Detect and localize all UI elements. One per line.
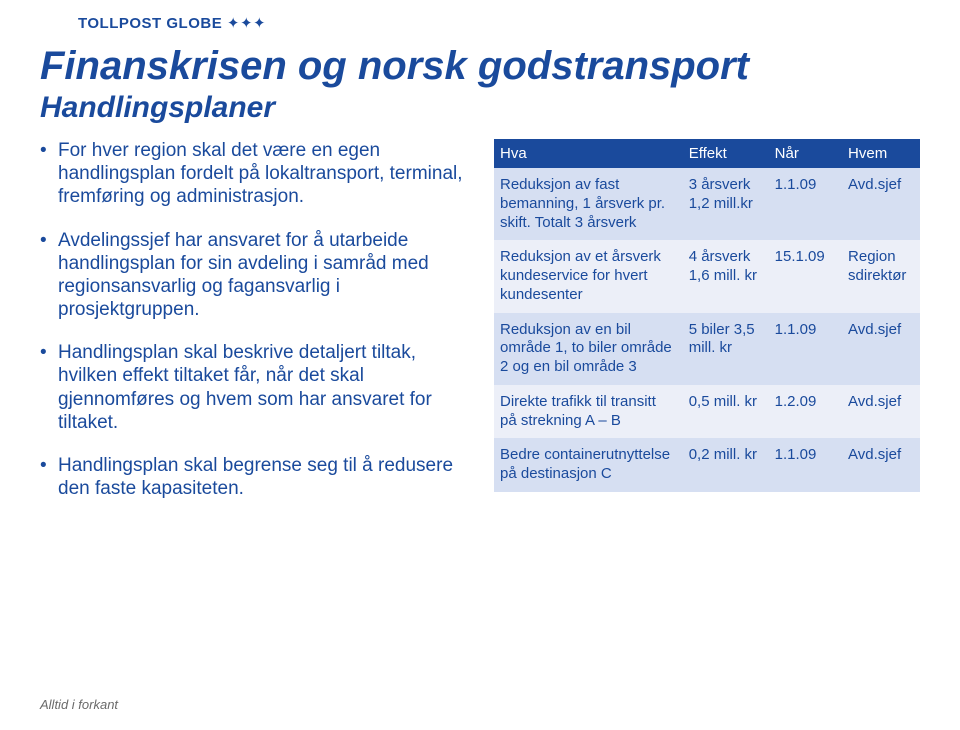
cell-effekt: 4 årsverk 1,6 mill. kr (683, 240, 769, 312)
cell-hva: Reduksjon av en bil område 1, to biler o… (494, 313, 683, 385)
bullet-text: Handlingsplan skal beskrive detaljert ti… (58, 342, 432, 433)
brand-logo-text: TOLLPOST GLOBE (78, 15, 222, 32)
col-effekt: Effekt (683, 139, 769, 168)
table-row: Reduksjon av en bil område 1, to biler o… (494, 313, 920, 385)
slide-container: TOLLPOST GLOBE ✦✦✦ Finanskrisen og norsk… (0, 0, 960, 730)
table-header-row: Hva Effekt Når Hvem (494, 139, 920, 168)
bullet-text: Handlingsplan skal begrense seg til å re… (58, 455, 453, 499)
cell-naar: 15.1.09 (769, 240, 842, 312)
col-naar: Når (769, 139, 842, 168)
left-column: For hver region skal det være en egen ha… (40, 139, 470, 520)
cell-hva: Reduksjon av fast bemanning, 1 årsverk p… (494, 168, 683, 240)
cell-hvem: Avd.sjef (842, 313, 920, 385)
cell-effekt: 0,2 mill. kr (683, 438, 769, 492)
right-column: Hva Effekt Når Hvem Reduksjon av fast be… (494, 139, 920, 520)
cell-naar: 1.2.09 (769, 385, 842, 439)
cell-hva: Reduksjon av et årsverk kundeservice for… (494, 240, 683, 312)
table-row: Bedre containerutnyttelse på destinasjon… (494, 438, 920, 492)
cell-naar: 1.1.09 (769, 168, 842, 240)
page-title: Finanskrisen og norsk godstransport (40, 44, 920, 89)
cell-hvem: Avd.sjef (842, 168, 920, 240)
col-hvem: Hvem (842, 139, 920, 168)
bullet-text: For hver region skal det være en egen ha… (58, 140, 463, 207)
cell-hva: Direkte trafikk til transitt på streknin… (494, 385, 683, 439)
bullet-item: Handlingsplan skal begrense seg til å re… (40, 454, 470, 500)
bullet-item: For hver region skal det være en egen ha… (40, 139, 470, 209)
cell-naar: 1.1.09 (769, 438, 842, 492)
brand-logo-mark-icon: ✦✦✦ (227, 15, 266, 32)
cell-effekt: 5 biler 3,5 mill. kr (683, 313, 769, 385)
cell-hvem: Avd.sjef (842, 438, 920, 492)
bullet-text: Avdelingssjef har ansvaret for å utarbei… (58, 230, 429, 321)
bullet-item: Handlingsplan skal beskrive detaljert ti… (40, 341, 470, 434)
footer-text: Alltid i forkant (40, 697, 118, 712)
table-row: Reduksjon av fast bemanning, 1 årsverk p… (494, 168, 920, 240)
col-hva: Hva (494, 139, 683, 168)
bullet-item: Avdelingssjef har ansvaret for å utarbei… (40, 229, 470, 322)
cell-hvem: Region sdirektør (842, 240, 920, 312)
table-body: Reduksjon av fast bemanning, 1 årsverk p… (494, 168, 920, 492)
page-subtitle: Handlingsplaner (40, 91, 920, 125)
table-header: Hva Effekt Når Hvem (494, 139, 920, 168)
bullet-list: For hver region skal det være en egen ha… (40, 139, 470, 500)
cell-hvem: Avd.sjef (842, 385, 920, 439)
table-row: Reduksjon av et årsverk kundeservice for… (494, 240, 920, 312)
cell-effekt: 3 årsverk 1,2 mill.kr (683, 168, 769, 240)
cell-naar: 1.1.09 (769, 313, 842, 385)
action-table: Hva Effekt Når Hvem Reduksjon av fast be… (494, 139, 920, 492)
content-row: For hver region skal det være en egen ha… (40, 139, 920, 520)
brand-logo: TOLLPOST GLOBE ✦✦✦ (78, 14, 266, 32)
cell-hva: Bedre containerutnyttelse på destinasjon… (494, 438, 683, 492)
table-row: Direkte trafikk til transitt på streknin… (494, 385, 920, 439)
cell-effekt: 0,5 mill. kr (683, 385, 769, 439)
